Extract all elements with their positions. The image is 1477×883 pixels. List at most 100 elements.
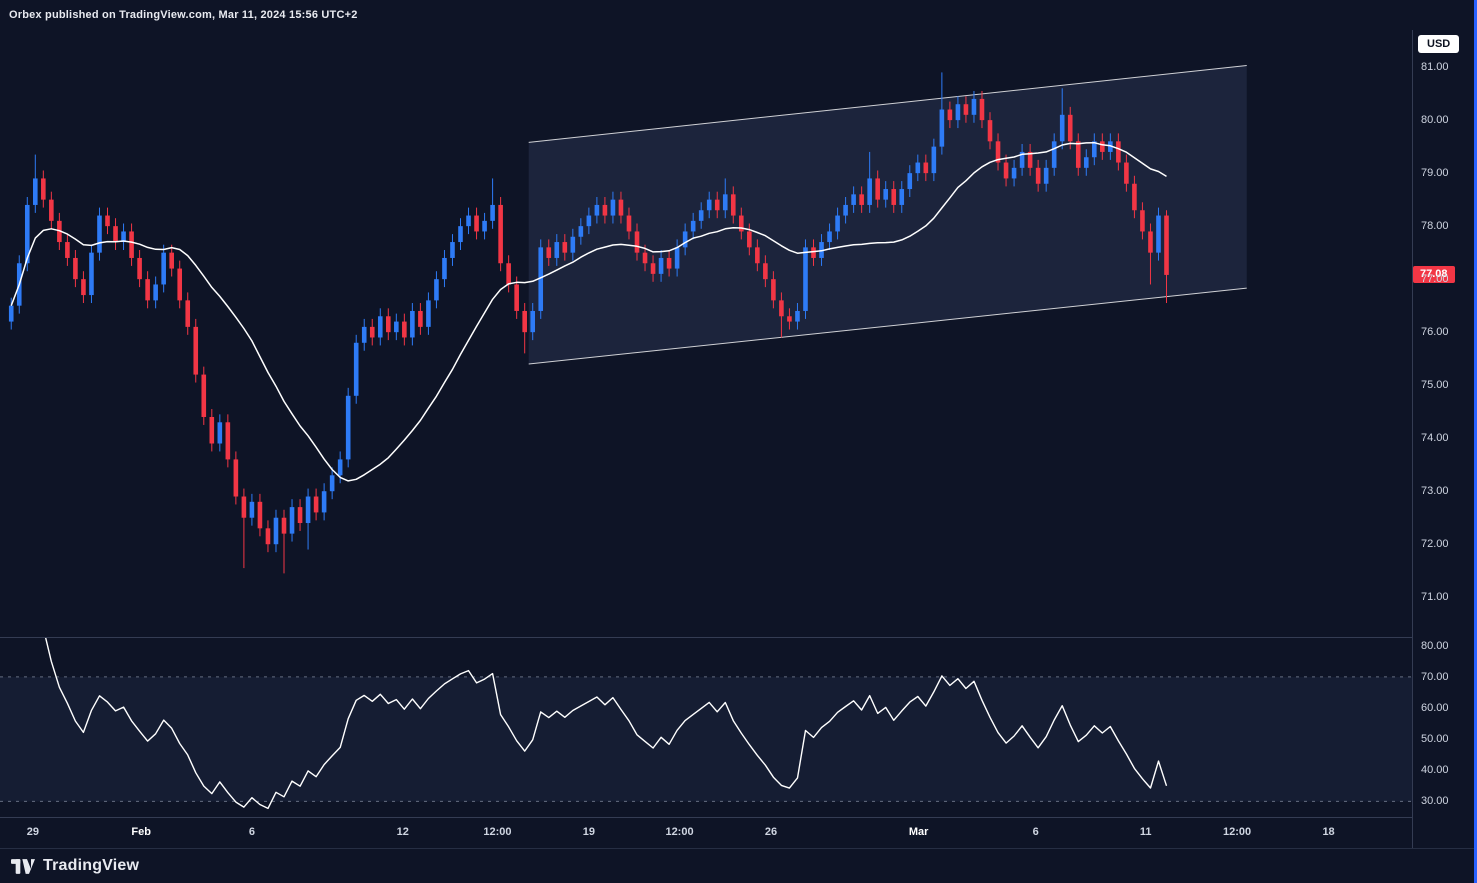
candle-body	[867, 178, 872, 205]
candle-body	[763, 263, 768, 280]
candle-body	[987, 120, 993, 142]
candle-body	[843, 204, 848, 216]
candle-body	[377, 316, 383, 338]
candle-body	[546, 247, 552, 258]
rsi-line	[44, 638, 1168, 810]
candle-body	[73, 257, 78, 280]
attribution-text: Orbex published on TradingView.com, Mar …	[9, 9, 358, 21]
currency-badge: USD	[1418, 35, 1460, 53]
candle-body	[506, 263, 511, 285]
rsi-tick-label: 30.00	[1421, 795, 1449, 808]
candle-body	[185, 300, 191, 327]
time-tick-label: 18	[1322, 826, 1335, 838]
candle-body	[851, 194, 856, 205]
candle-body	[361, 326, 367, 343]
candle-body	[490, 204, 495, 221]
candle-body	[418, 310, 423, 327]
candle-body	[755, 247, 760, 264]
candle-body	[426, 300, 431, 327]
candle-body	[939, 109, 945, 147]
pane-separator[interactable]	[0, 817, 1412, 818]
time-axis[interactable]: 29 Feb 6 12 12:00 19 12:00 26 Mar 6 11 12:00 18	[0, 818, 1412, 848]
price-tick-label: 73.00	[1421, 485, 1449, 498]
main-chart-canvas[interactable]	[0, 30, 1412, 637]
candle-body	[714, 199, 720, 211]
candle-body	[105, 215, 110, 227]
price-tick-label: 80.00	[1421, 114, 1449, 127]
rsi-band-fill	[0, 676, 1412, 802]
rsi-tick-label: 60.00	[1421, 702, 1449, 715]
candle-body	[827, 231, 832, 243]
candle-body	[787, 316, 792, 322]
candle-body	[586, 215, 592, 227]
candle-body	[177, 268, 183, 301]
time-tick-label: 12:00	[483, 826, 512, 838]
candle-body	[434, 279, 439, 301]
candle-body	[811, 247, 816, 258]
candle-body	[907, 173, 913, 190]
rsi-pane-canvas[interactable]	[0, 638, 1412, 817]
candle-body	[859, 194, 864, 205]
candle-body	[1116, 141, 1121, 163]
candle-body	[225, 422, 231, 460]
candle-body	[1075, 141, 1081, 168]
last-price-label: 77.08	[1413, 265, 1455, 283]
candle-body	[1148, 231, 1153, 253]
candle-body	[201, 374, 207, 417]
time-tick-label: 19	[582, 826, 595, 838]
candle-body	[955, 104, 961, 121]
candle-body	[474, 215, 479, 232]
price-tick-label: 75.00	[1421, 379, 1449, 392]
time-tick-label: 12:00	[1223, 826, 1252, 838]
candle-body	[1019, 151, 1025, 168]
time-tick-label-month: Feb	[131, 826, 151, 838]
channel-lower-line[interactable]	[528, 287, 1247, 365]
candle-body	[193, 326, 199, 375]
candle-body	[594, 204, 600, 216]
candle-body	[289, 507, 295, 534]
candle-body	[217, 422, 223, 444]
candle-body	[915, 162, 921, 174]
rsi-tick-label: 50.00	[1421, 733, 1449, 746]
candle-body	[321, 491, 327, 513]
candle-body	[739, 215, 744, 232]
candle-body	[442, 257, 447, 280]
candle-body	[730, 194, 736, 216]
tradingview-logo-icon[interactable]	[11, 858, 35, 875]
candle-body	[1140, 210, 1145, 232]
candle-body	[466, 215, 471, 227]
candle-body	[1092, 141, 1097, 158]
candle-body	[698, 210, 704, 221]
candle-body	[273, 517, 279, 545]
candle-body	[947, 109, 953, 121]
time-tick-label: 12	[396, 826, 409, 838]
time-tick-label: 29	[26, 826, 40, 838]
candle-body	[963, 104, 969, 115]
candle-body	[241, 496, 247, 518]
price-axis[interactable]: USD 77.08 81.00 80.00 79.00 78.00 77.00 76.00…	[1412, 30, 1474, 848]
candle-body	[410, 310, 415, 338]
candle-body	[779, 300, 784, 317]
candle-body	[771, 279, 776, 301]
candle-body	[145, 279, 150, 301]
candle-body	[1027, 151, 1033, 168]
time-tick-label: 26	[764, 826, 778, 838]
candle-body	[602, 204, 608, 216]
tradingview-brand[interactable]: TradingView	[43, 857, 140, 874]
candle-body	[161, 252, 166, 285]
candle-body	[97, 215, 102, 253]
candle-body	[995, 141, 1001, 163]
pane-separator[interactable]	[0, 637, 1412, 638]
rsi-tick-label: 80.00	[1421, 639, 1449, 652]
candle-body	[1132, 183, 1137, 211]
candle-body	[369, 326, 375, 338]
candle-body	[530, 310, 536, 333]
channel-upper-line[interactable]	[528, 65, 1247, 143]
footer-separator	[0, 848, 1477, 849]
candle-body	[538, 247, 544, 311]
candle-body	[971, 98, 977, 115]
candle-body	[666, 257, 672, 269]
candle-body	[257, 501, 263, 529]
candle-body	[554, 242, 560, 258]
